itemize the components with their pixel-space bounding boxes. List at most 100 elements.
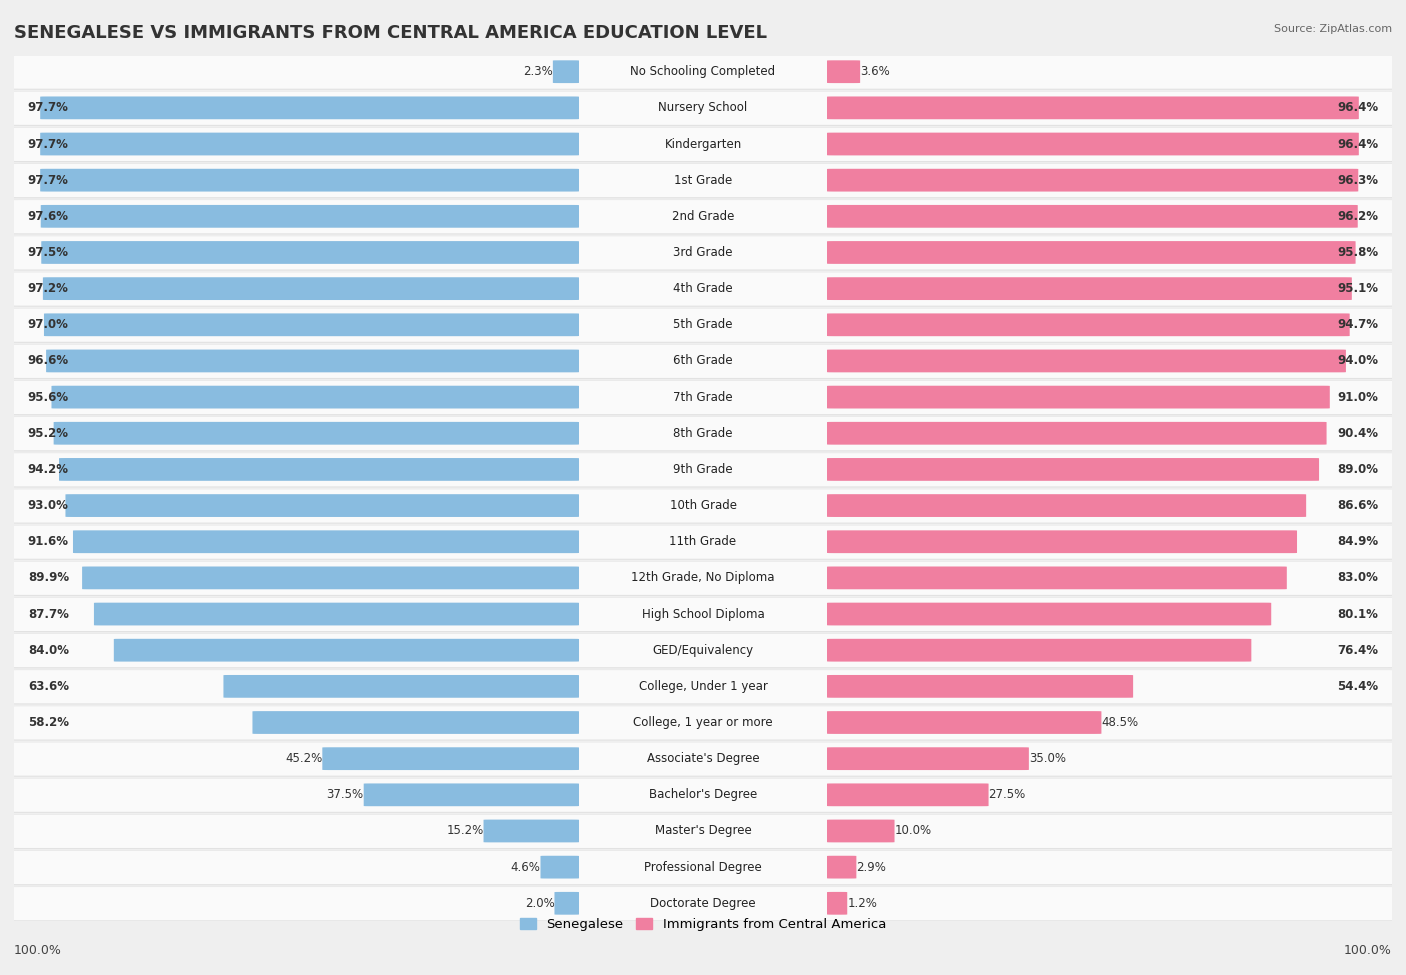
Text: Master's Degree: Master's Degree (655, 825, 751, 838)
FancyBboxPatch shape (540, 856, 579, 878)
FancyBboxPatch shape (827, 494, 1306, 517)
FancyBboxPatch shape (59, 458, 579, 481)
FancyBboxPatch shape (7, 380, 1399, 415)
FancyBboxPatch shape (7, 308, 1399, 342)
Text: 93.0%: 93.0% (28, 499, 69, 512)
Text: 97.0%: 97.0% (28, 318, 69, 332)
FancyBboxPatch shape (7, 164, 1399, 197)
Text: 1st Grade: 1st Grade (673, 174, 733, 186)
Text: 1.2%: 1.2% (848, 897, 877, 910)
FancyBboxPatch shape (7, 598, 1399, 632)
Text: 5th Grade: 5th Grade (673, 318, 733, 332)
FancyBboxPatch shape (827, 97, 1358, 119)
Text: 94.0%: 94.0% (1337, 355, 1378, 368)
Text: 96.4%: 96.4% (1337, 137, 1378, 150)
FancyBboxPatch shape (7, 634, 1399, 668)
Text: 4.6%: 4.6% (510, 861, 540, 874)
FancyBboxPatch shape (41, 133, 579, 155)
Text: 97.5%: 97.5% (28, 246, 69, 259)
FancyBboxPatch shape (553, 60, 579, 83)
FancyBboxPatch shape (827, 530, 1296, 553)
Text: 94.2%: 94.2% (28, 463, 69, 476)
Text: 10.0%: 10.0% (894, 825, 932, 838)
Text: 76.4%: 76.4% (1337, 644, 1378, 657)
FancyBboxPatch shape (7, 598, 1399, 631)
FancyBboxPatch shape (41, 97, 579, 119)
Text: 2nd Grade: 2nd Grade (672, 210, 734, 223)
Text: 97.7%: 97.7% (28, 174, 69, 186)
Text: 11th Grade: 11th Grade (669, 535, 737, 548)
Text: 95.2%: 95.2% (28, 427, 69, 440)
FancyBboxPatch shape (41, 205, 579, 228)
FancyBboxPatch shape (7, 92, 1399, 126)
Text: 83.0%: 83.0% (1337, 571, 1378, 584)
Text: 87.7%: 87.7% (28, 607, 69, 620)
FancyBboxPatch shape (44, 277, 579, 300)
FancyBboxPatch shape (7, 814, 1399, 849)
Text: 3rd Grade: 3rd Grade (673, 246, 733, 259)
FancyBboxPatch shape (41, 169, 579, 191)
FancyBboxPatch shape (7, 526, 1399, 559)
FancyBboxPatch shape (7, 742, 1399, 777)
FancyBboxPatch shape (364, 784, 579, 806)
FancyBboxPatch shape (7, 416, 1399, 451)
FancyBboxPatch shape (827, 675, 1133, 698)
FancyBboxPatch shape (827, 241, 1355, 264)
FancyBboxPatch shape (7, 92, 1399, 125)
Text: College, Under 1 year: College, Under 1 year (638, 680, 768, 693)
Text: 27.5%: 27.5% (988, 789, 1026, 801)
Text: 91.0%: 91.0% (1337, 391, 1378, 404)
FancyBboxPatch shape (7, 308, 1399, 343)
Legend: Senegalese, Immigrants from Central America: Senegalese, Immigrants from Central Amer… (515, 913, 891, 936)
FancyBboxPatch shape (7, 851, 1399, 884)
Text: 94.7%: 94.7% (1337, 318, 1378, 332)
FancyBboxPatch shape (827, 205, 1358, 228)
FancyBboxPatch shape (7, 887, 1399, 920)
Text: 37.5%: 37.5% (326, 789, 364, 801)
Text: 58.2%: 58.2% (28, 716, 69, 729)
FancyBboxPatch shape (7, 345, 1399, 378)
FancyBboxPatch shape (7, 526, 1399, 560)
Text: 96.4%: 96.4% (1337, 101, 1378, 114)
Text: Nursery School: Nursery School (658, 101, 748, 114)
Text: 80.1%: 80.1% (1337, 607, 1378, 620)
Text: Source: ZipAtlas.com: Source: ZipAtlas.com (1274, 24, 1392, 34)
Text: High School Diploma: High School Diploma (641, 607, 765, 620)
FancyBboxPatch shape (7, 778, 1399, 813)
Text: 15.2%: 15.2% (446, 825, 484, 838)
FancyBboxPatch shape (7, 706, 1399, 741)
FancyBboxPatch shape (827, 711, 1101, 734)
FancyBboxPatch shape (53, 422, 579, 445)
FancyBboxPatch shape (827, 313, 1350, 336)
Text: 10th Grade: 10th Grade (669, 499, 737, 512)
FancyBboxPatch shape (827, 277, 1351, 300)
FancyBboxPatch shape (7, 453, 1399, 487)
FancyBboxPatch shape (7, 272, 1399, 307)
FancyBboxPatch shape (322, 747, 579, 770)
FancyBboxPatch shape (7, 886, 1399, 921)
Text: 7th Grade: 7th Grade (673, 391, 733, 404)
Text: 84.9%: 84.9% (1337, 535, 1378, 548)
FancyBboxPatch shape (224, 675, 579, 698)
Text: 45.2%: 45.2% (285, 752, 322, 765)
FancyBboxPatch shape (827, 566, 1286, 589)
FancyBboxPatch shape (7, 488, 1399, 524)
Text: No Schooling Completed: No Schooling Completed (630, 65, 776, 78)
Text: 100.0%: 100.0% (1344, 945, 1392, 957)
FancyBboxPatch shape (7, 55, 1399, 90)
FancyBboxPatch shape (94, 603, 579, 625)
FancyBboxPatch shape (7, 128, 1399, 162)
Text: College, 1 year or more: College, 1 year or more (633, 716, 773, 729)
Text: 96.6%: 96.6% (28, 355, 69, 368)
Text: 95.6%: 95.6% (28, 391, 69, 404)
FancyBboxPatch shape (46, 350, 579, 372)
Text: 95.8%: 95.8% (1337, 246, 1378, 259)
Text: Kindergarten: Kindergarten (665, 137, 741, 150)
FancyBboxPatch shape (7, 56, 1399, 89)
Text: Doctorate Degree: Doctorate Degree (650, 897, 756, 910)
Text: 91.6%: 91.6% (28, 535, 69, 548)
FancyBboxPatch shape (554, 892, 579, 915)
Text: 97.6%: 97.6% (28, 210, 69, 223)
Text: 100.0%: 100.0% (14, 945, 62, 957)
FancyBboxPatch shape (827, 350, 1346, 372)
